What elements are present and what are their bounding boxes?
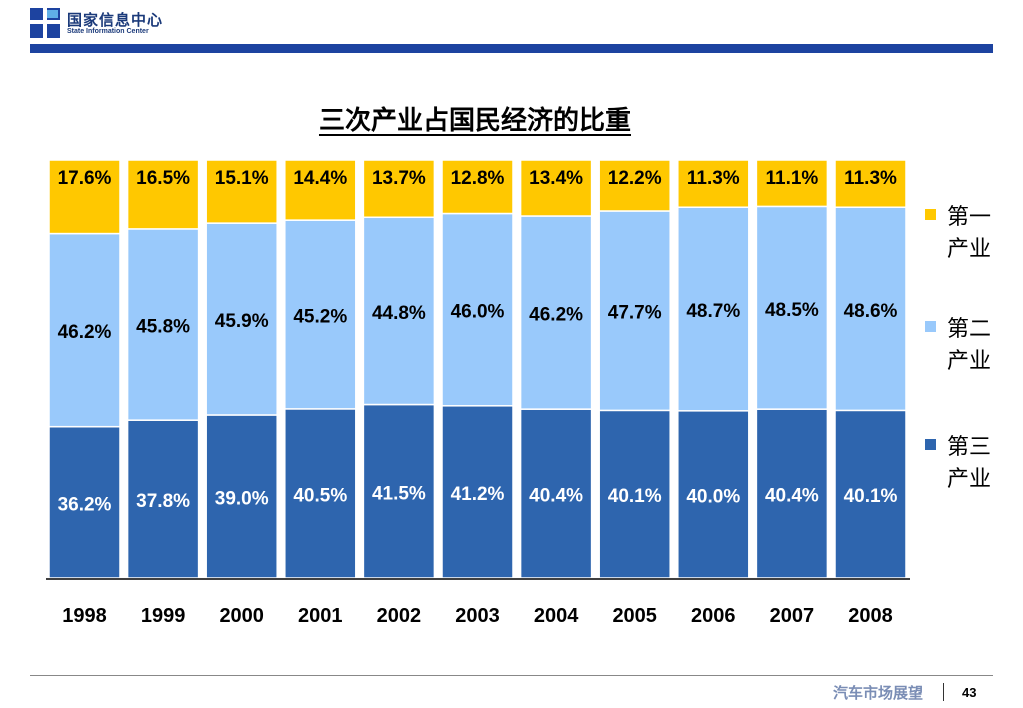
bar-segment [441, 212, 514, 407]
bar-segment [834, 409, 907, 579]
bar-segment [441, 405, 514, 579]
org-logo-icon [30, 8, 60, 38]
data-label: 36.2% [58, 494, 112, 515]
data-label: 48.7% [686, 301, 740, 322]
org-name-cn: 国家信息中心 [67, 11, 164, 29]
data-label: 11.1% [765, 168, 818, 189]
data-label: 45.2% [293, 307, 347, 328]
data-label: 13.4% [529, 168, 583, 189]
legend-label: 第二 [947, 317, 991, 342]
x-tick-label: 2003 [455, 605, 500, 627]
bar-segment [755, 159, 829, 208]
x-tick-label: 2005 [612, 605, 657, 627]
bar-segment [205, 414, 278, 579]
bar-segment [126, 159, 200, 230]
data-label: 46.0% [451, 302, 505, 323]
legend-swatch [925, 321, 936, 332]
bar-segment [598, 159, 671, 212]
legend-label: 第三 [947, 435, 991, 460]
bar-segment [834, 206, 907, 412]
data-label: 41.2% [451, 484, 505, 505]
bar-segment [205, 159, 278, 224]
stacked-bar-chart: 36.2% 46.2% 17.6% 1998 37.8% 45.8% 16.5% 1999 39… [46, 159, 991, 627]
bar-segment [755, 205, 829, 410]
chart-title: 三次产业占国民经济的比重 [318, 106, 631, 136]
data-label: 40.0% [686, 486, 740, 507]
bar-segment [598, 210, 671, 412]
x-tick-label: 2002 [377, 605, 422, 627]
data-label: 44.8% [372, 303, 426, 324]
data-label: 12.8% [451, 168, 505, 189]
page-number: 43 [962, 685, 977, 700]
data-label: 46.2% [529, 305, 583, 326]
data-label: 45.8% [136, 317, 190, 338]
data-label: 12.2% [608, 168, 662, 189]
footer-section-label: 汽车市场展望 [832, 684, 923, 702]
x-tick-label: 1998 [62, 605, 107, 627]
data-label: 15.1% [215, 168, 269, 189]
x-tick-label: 2004 [534, 605, 579, 627]
data-label: 13.7% [372, 168, 426, 189]
bar-segment [48, 425, 121, 579]
header-rule [30, 44, 993, 53]
bar-segment [362, 403, 436, 579]
data-label: 11.3% [687, 168, 740, 189]
legend-label: 产业 [947, 349, 991, 374]
bar-segment [598, 409, 671, 579]
legend-label: 产业 [947, 237, 991, 262]
data-label: 14.4% [293, 168, 347, 189]
x-tick-label: 2007 [770, 605, 815, 627]
bar-segment [205, 222, 278, 416]
bar-segment [362, 216, 436, 406]
bar-segment [519, 215, 593, 410]
bar-segment [48, 159, 121, 235]
data-label: 40.1% [608, 486, 662, 507]
bar-segment [284, 159, 357, 221]
data-label: 41.5% [372, 483, 426, 504]
data-label: 40.1% [844, 486, 898, 507]
data-label: 48.6% [844, 301, 898, 322]
data-label: 11.3% [844, 168, 897, 189]
x-tick-label: 2001 [298, 605, 343, 627]
legend-label: 产业 [947, 467, 991, 492]
legend-swatch [925, 209, 936, 220]
data-label: 39.0% [215, 488, 269, 509]
data-label: 37.8% [136, 491, 190, 512]
data-label: 47.7% [608, 303, 662, 324]
x-tick-label: 2000 [219, 605, 264, 627]
bar-segment [677, 159, 750, 208]
footer-rule [30, 675, 993, 676]
bar-segment [519, 408, 593, 579]
x-tick-label: 1999 [141, 605, 186, 627]
bar-segment [441, 159, 514, 215]
legend-label: 第一 [947, 205, 991, 230]
data-label: 17.6% [58, 168, 112, 189]
data-label: 40.5% [293, 485, 347, 506]
x-tick-label: 2008 [848, 605, 893, 627]
bar-segment [519, 159, 593, 217]
legend-swatch [925, 439, 936, 450]
data-label: 40.4% [529, 486, 583, 507]
org-logo: 国家信息中心 State Information Center [30, 8, 230, 42]
data-label: 16.5% [136, 168, 190, 189]
data-label: 40.4% [765, 486, 819, 507]
x-tick-label: 2006 [691, 605, 736, 627]
footer-separator [943, 683, 944, 701]
data-label: 48.5% [765, 300, 819, 321]
data-label: 46.2% [58, 322, 112, 343]
bar-segment [284, 219, 357, 410]
bar-segment [677, 206, 750, 412]
bar-segment [362, 159, 436, 219]
org-name-en: State Information Center [67, 28, 149, 35]
bar-segment [677, 410, 750, 579]
data-label: 45.9% [215, 311, 269, 332]
bar-segment [284, 408, 357, 579]
bar-segment [755, 408, 829, 579]
chart-title-wrap: 三次产业占国民经济的比重 [0, 100, 950, 137]
bar-segment [834, 159, 907, 208]
